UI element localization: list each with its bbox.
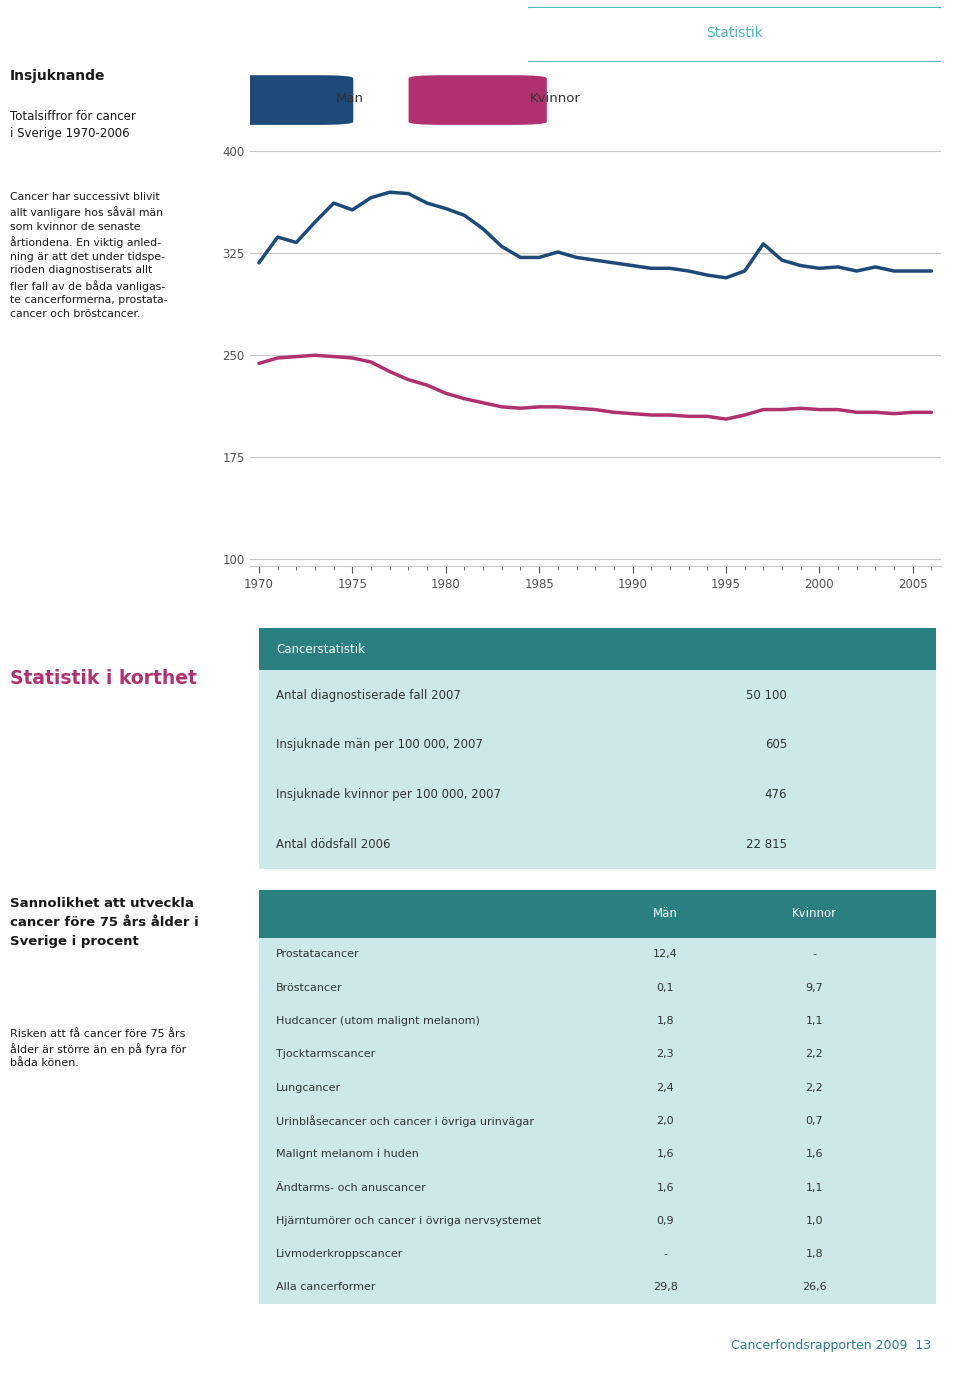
Text: Tjocktarmscancer: Tjocktarmscancer (276, 1049, 375, 1060)
Text: 0,7: 0,7 (805, 1116, 823, 1126)
Text: Insjuknade män per 100 000, 2007: Insjuknade män per 100 000, 2007 (276, 738, 483, 751)
Text: 26,6: 26,6 (802, 1282, 827, 1293)
Text: Bröstcancer: Bröstcancer (276, 983, 343, 992)
Text: -: - (663, 1249, 667, 1259)
Text: 2,3: 2,3 (657, 1049, 674, 1060)
Text: Antal dödsfall 2006: Antal dödsfall 2006 (276, 838, 391, 851)
Text: Risken att få cancer före 75 års
ålder är större än en på fyra för
båda könen.: Risken att få cancer före 75 års ålder ä… (10, 1029, 186, 1068)
Text: Prostatacancer: Prostatacancer (276, 949, 360, 959)
Text: Cancer har successivt blivit
allt vanligare hos såväl män
som kvinnor de senaste: Cancer har successivt blivit allt vanlig… (10, 192, 167, 319)
Text: Män: Män (653, 908, 678, 920)
Text: 1,6: 1,6 (657, 1183, 674, 1192)
Text: Antal diagnostiserade fall 2007: Antal diagnostiserade fall 2007 (276, 689, 461, 701)
FancyBboxPatch shape (259, 628, 936, 869)
Text: 12,4: 12,4 (653, 949, 678, 959)
Text: Totalsiffror för cancer
i Sverige 1970-2006: Totalsiffror för cancer i Sverige 1970-2… (10, 110, 135, 139)
FancyBboxPatch shape (259, 628, 936, 671)
Text: 22 815: 22 815 (746, 838, 787, 851)
Text: Kvinnor: Kvinnor (792, 908, 837, 920)
Text: 1,6: 1,6 (657, 1150, 674, 1159)
Text: 605: 605 (765, 738, 787, 751)
Text: 0,1: 0,1 (657, 983, 674, 992)
Text: Cancerstatistik: Cancerstatistik (276, 643, 365, 656)
FancyBboxPatch shape (259, 890, 936, 1304)
FancyBboxPatch shape (215, 75, 353, 124)
Text: 0,9: 0,9 (657, 1216, 674, 1225)
Text: 29,8: 29,8 (653, 1282, 678, 1293)
Text: 1,0: 1,0 (805, 1216, 823, 1225)
Text: 2,0: 2,0 (657, 1116, 674, 1126)
Text: Urinblåsecancer och cancer i övriga urinvägar: Urinblåsecancer och cancer i övriga urin… (276, 1115, 534, 1127)
Text: 1,1: 1,1 (805, 1183, 823, 1192)
Text: 2,4: 2,4 (657, 1082, 674, 1093)
Text: 1,8: 1,8 (657, 1016, 674, 1025)
Text: Kvinnor: Kvinnor (530, 92, 581, 105)
Text: Män: Män (336, 92, 364, 105)
Text: Malignt melanom i huden: Malignt melanom i huden (276, 1150, 419, 1159)
FancyBboxPatch shape (409, 75, 547, 124)
Text: Ändtarms- och anuscancer: Ändtarms- och anuscancer (276, 1183, 426, 1192)
Text: Hjärntumörer och cancer i övriga nervsystemet: Hjärntumörer och cancer i övriga nervsys… (276, 1216, 541, 1225)
Text: 1,6: 1,6 (805, 1150, 823, 1159)
Text: Sannolikhet att utveckla
cancer före 75 års ålder i
Sverige i procent: Sannolikhet att utveckla cancer före 75 … (10, 897, 199, 948)
Text: 9,7: 9,7 (805, 983, 823, 992)
Text: Statistik: Statistik (706, 26, 763, 40)
Text: Livmoderkroppscancer: Livmoderkroppscancer (276, 1249, 403, 1259)
Text: 476: 476 (764, 788, 787, 802)
Text: 50 100: 50 100 (746, 689, 787, 701)
FancyBboxPatch shape (259, 890, 936, 938)
Text: 2,2: 2,2 (805, 1082, 823, 1093)
Text: Hudcancer (utom malignt melanom): Hudcancer (utom malignt melanom) (276, 1016, 480, 1025)
Text: Insjuknade kvinnor per 100 000, 2007: Insjuknade kvinnor per 100 000, 2007 (276, 788, 501, 802)
Text: 1,8: 1,8 (805, 1249, 823, 1259)
Text: Statistik i korthet: Statistik i korthet (10, 669, 197, 689)
Text: Cancerfondsrapporten 2009  13: Cancerfondsrapporten 2009 13 (732, 1339, 931, 1352)
Text: Insjuknande: Insjuknande (10, 69, 105, 83)
Text: Lungcancer: Lungcancer (276, 1082, 341, 1093)
Text: -: - (812, 949, 816, 959)
FancyBboxPatch shape (516, 7, 953, 62)
Text: Alla cancerformer: Alla cancerformer (276, 1282, 375, 1293)
Text: 1,1: 1,1 (805, 1016, 823, 1025)
Text: 2,2: 2,2 (805, 1049, 823, 1060)
